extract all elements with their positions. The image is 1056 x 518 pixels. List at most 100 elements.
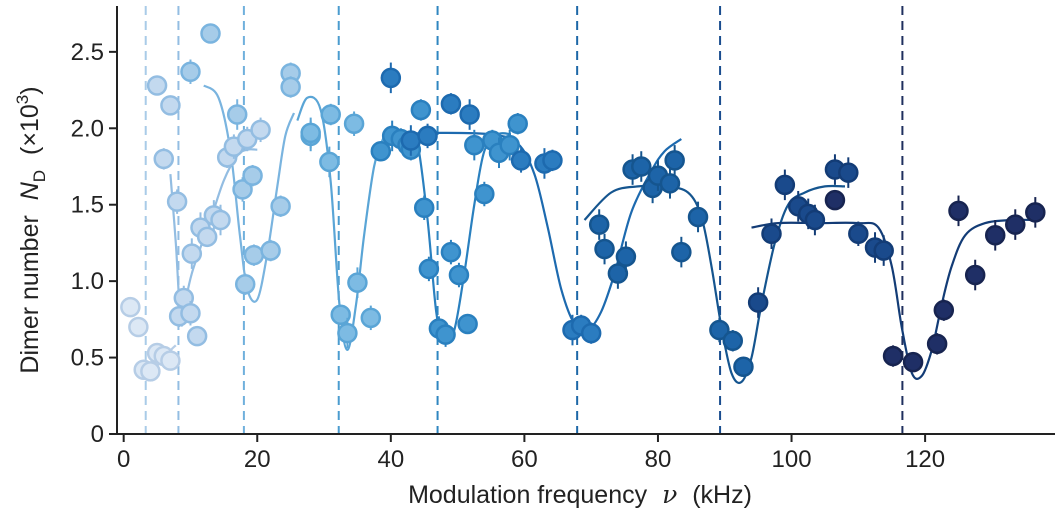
data-point <box>270 195 291 217</box>
data-point <box>882 345 904 367</box>
data-point <box>594 238 615 260</box>
x-axis-label: Modulation frequency ν (kHz) <box>408 480 752 509</box>
data-point <box>722 330 744 352</box>
data-point <box>160 95 181 116</box>
data-point <box>499 134 520 156</box>
data-point <box>181 243 203 264</box>
data-point <box>804 209 826 231</box>
data-point <box>410 99 432 121</box>
data-point <box>226 104 248 125</box>
y-tick-label: 2.5 <box>71 39 104 66</box>
data-point <box>580 322 602 344</box>
data-point <box>242 165 263 186</box>
data-point <box>319 151 340 173</box>
y-tick-label: 1.5 <box>71 192 104 219</box>
data-point <box>664 150 685 171</box>
data-point <box>459 104 480 125</box>
data-point <box>128 316 149 338</box>
data-point <box>417 125 438 147</box>
data-point <box>320 104 341 125</box>
data-point <box>186 325 208 347</box>
data-point <box>747 292 769 313</box>
data-point <box>120 296 141 318</box>
x-tick-label: 0 <box>117 446 130 473</box>
data-point <box>964 264 986 286</box>
y-tick-label: 0 <box>91 421 104 448</box>
x-tick-label: 100 <box>772 446 812 473</box>
data-point <box>234 273 256 295</box>
data-point <box>140 361 161 382</box>
data-point <box>448 264 470 286</box>
data-point <box>542 150 563 171</box>
data-point <box>343 113 365 134</box>
data-point <box>160 350 181 371</box>
data-point <box>824 189 846 211</box>
x-tick-label: 20 <box>244 446 271 473</box>
data-point <box>507 113 528 134</box>
data-point <box>347 272 368 293</box>
data-point <box>631 156 652 177</box>
data-point <box>146 75 168 96</box>
data-point <box>435 324 456 345</box>
data-point <box>232 179 253 200</box>
data-points <box>120 23 1046 382</box>
data-point <box>330 304 351 326</box>
data-point <box>360 307 382 329</box>
y-tick-label: 0.5 <box>71 345 104 372</box>
data-point <box>260 240 281 261</box>
data-point <box>984 225 1006 246</box>
data-point <box>902 351 924 373</box>
data-point <box>250 119 271 141</box>
data-point <box>464 134 485 156</box>
data-point <box>873 240 894 261</box>
data-point <box>838 162 859 183</box>
data-point <box>474 183 495 205</box>
data-point <box>926 333 948 355</box>
data-point <box>687 206 709 228</box>
data-point <box>457 313 478 335</box>
y-tick-label: 2.0 <box>71 115 104 142</box>
data-point <box>948 200 969 222</box>
data-point <box>180 302 201 324</box>
data-point <box>180 61 201 82</box>
data-point <box>615 246 637 267</box>
data-point <box>166 191 188 212</box>
fit-curve-4 <box>384 132 512 345</box>
y-tick-label: 1.0 <box>71 268 104 295</box>
x-tick-label: 60 <box>511 446 538 473</box>
fit-curve-2 <box>203 84 296 303</box>
data-point <box>210 209 231 231</box>
data-point <box>848 223 869 245</box>
data-point <box>933 299 955 321</box>
data-point <box>196 226 218 248</box>
data-point <box>400 130 422 151</box>
data-point <box>418 258 440 280</box>
y-ticks: 0 0.5 1.0 1.5 2.0 2.5 <box>71 39 117 448</box>
data-point <box>607 263 629 284</box>
data-point <box>1005 214 1026 235</box>
fit-curve-7 <box>751 218 1039 380</box>
data-point <box>300 122 321 144</box>
data-point <box>280 76 301 98</box>
x-ticks: 0 20 40 60 80 100 120 <box>117 434 945 473</box>
data-point <box>733 356 754 377</box>
resonance-lines <box>144 6 904 434</box>
data-point <box>413 197 435 219</box>
data-point <box>709 319 730 341</box>
x-tick-label: 120 <box>905 446 945 473</box>
data-point <box>370 140 392 162</box>
data-point <box>153 148 174 170</box>
data-point <box>440 241 462 263</box>
data-point <box>380 67 402 89</box>
data-point <box>671 241 692 263</box>
x-tick-label: 80 <box>645 446 672 473</box>
data-point <box>200 23 221 44</box>
axes <box>116 6 1055 435</box>
y-axis-label: Dimer number ND (×103) <box>13 86 51 373</box>
x-tick-label: 40 <box>377 446 404 473</box>
data-point <box>510 150 532 171</box>
data-point <box>440 93 462 115</box>
data-point <box>659 173 681 194</box>
data-point <box>774 174 796 196</box>
